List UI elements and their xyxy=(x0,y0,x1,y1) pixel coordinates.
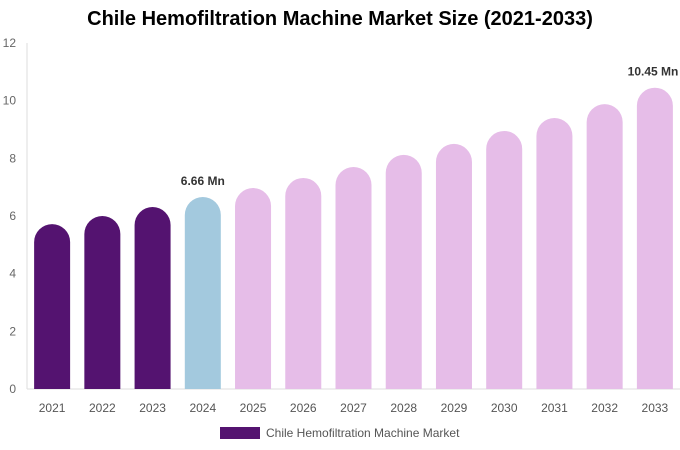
plot-area: 0 2 4 6 8 10 12 2021 2022 2023 2024 2025 2026 2027 202… xyxy=(3,36,680,415)
bar-2030 xyxy=(486,130,523,390)
x-tick-label: 2033 xyxy=(642,401,669,415)
x-tick-label: 2021 xyxy=(39,401,66,415)
bar-2027 xyxy=(335,166,372,389)
bar-2031 xyxy=(536,117,573,389)
bar-2024 xyxy=(184,196,221,389)
x-tick-label: 2032 xyxy=(591,401,618,415)
y-tick-label: 12 xyxy=(3,36,17,50)
x-tick-label: 2026 xyxy=(290,401,317,415)
y-tick-label: 0 xyxy=(9,382,16,396)
legend-label: Chile Hemofiltration Machine Market xyxy=(266,426,460,440)
bar-2032 xyxy=(586,104,623,390)
bar-2029 xyxy=(435,143,472,389)
bar-2028 xyxy=(385,154,422,389)
bar-2022 xyxy=(84,216,121,389)
bar-2021 xyxy=(34,224,71,389)
x-tick-label: 2027 xyxy=(340,401,367,415)
data-label: 6.66 Mn xyxy=(181,174,225,188)
bar-2033 xyxy=(636,87,673,390)
y-tick-label: 8 xyxy=(9,151,16,165)
y-tick-label: 4 xyxy=(9,267,16,281)
x-tick-label: 2028 xyxy=(390,401,417,415)
x-tick-label: 2031 xyxy=(541,401,568,415)
data-label: 10.45 Mn xyxy=(628,65,679,79)
legend: Chile Hemofiltration Machine Market xyxy=(220,426,459,440)
chart-title: Chile Hemofiltration Machine Market Size… xyxy=(87,8,593,30)
x-tick-label: 2030 xyxy=(491,401,518,415)
y-tick-label: 6 xyxy=(9,209,16,223)
bar-2025 xyxy=(235,188,272,389)
y-tick-label: 10 xyxy=(3,94,17,108)
legend-swatch xyxy=(220,427,260,439)
x-tick-label: 2025 xyxy=(240,401,267,415)
x-tick-label: 2022 xyxy=(89,401,116,415)
bar-2023 xyxy=(134,207,171,389)
y-tick-label: 2 xyxy=(9,324,16,338)
bar-2026 xyxy=(285,177,322,389)
x-tick-label: 2029 xyxy=(441,401,468,415)
x-tick-label: 2024 xyxy=(189,401,216,415)
x-tick-label: 2023 xyxy=(139,401,166,415)
